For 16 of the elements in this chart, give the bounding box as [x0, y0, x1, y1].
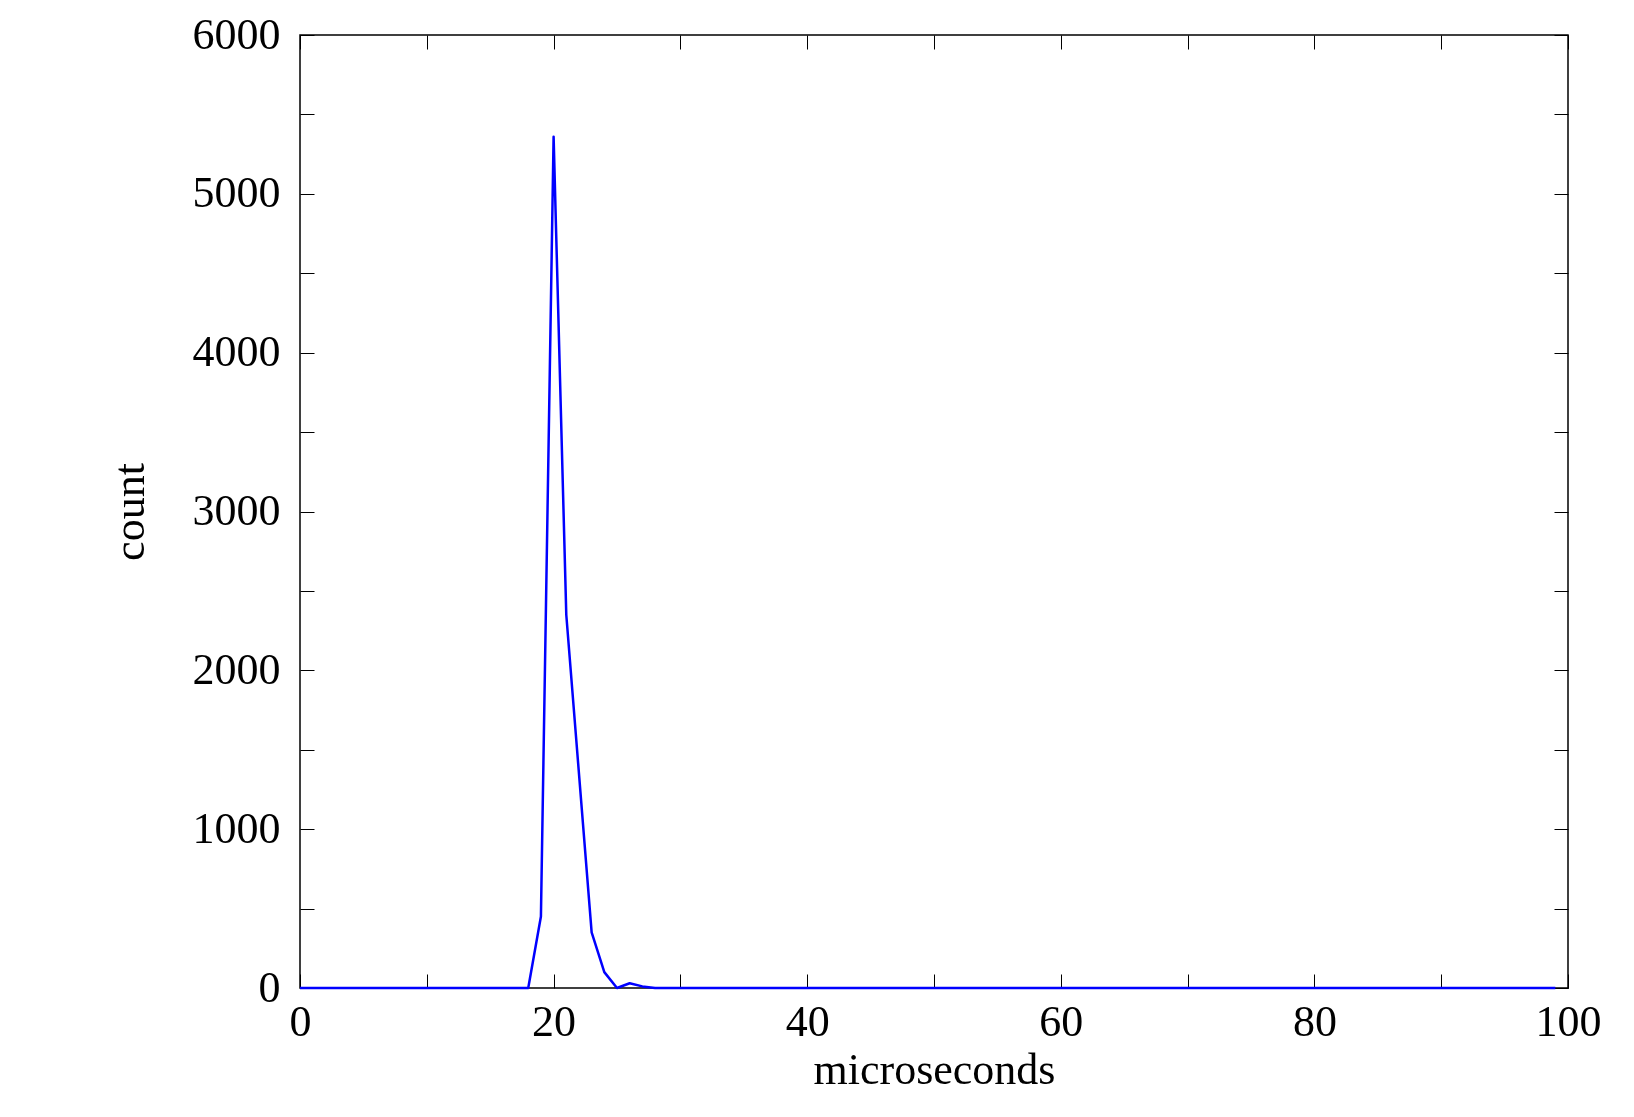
x-axis-title: microseconds	[813, 1044, 1056, 1094]
y-tick-label: 6000	[192, 9, 281, 59]
y-tick-label: 3000	[192, 486, 281, 535]
x-tick-label: 40	[785, 996, 830, 1046]
x-tick-label: 60	[1039, 996, 1084, 1046]
y-tick-label: 1000	[192, 803, 281, 853]
y-axis-title: count	[104, 463, 154, 561]
y-tick-label: 4000	[192, 327, 281, 377]
y-tick-label: 0	[258, 962, 281, 1012]
x-tick-label: 0	[289, 996, 312, 1046]
x-tick-label: 80	[1292, 996, 1337, 1046]
y-tick-label: 2000	[192, 644, 281, 694]
x-tick-label: 20	[532, 996, 577, 1046]
line-series	[298, 135, 1557, 990]
y-tick-label: 5000	[192, 168, 281, 218]
x-tick-label: 100	[1535, 996, 1602, 1046]
